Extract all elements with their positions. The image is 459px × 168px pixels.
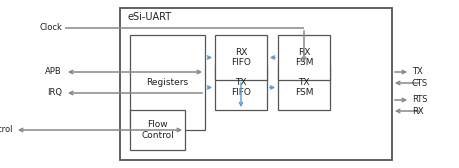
- Text: IRQ: IRQ: [47, 89, 62, 97]
- Bar: [214, 35, 266, 80]
- Bar: [214, 65, 266, 110]
- Text: RX
FIFO: RX FIFO: [230, 48, 251, 67]
- Bar: [277, 35, 329, 80]
- Text: eSi-UART: eSi-UART: [127, 12, 171, 22]
- Text: RX
FSM: RX FSM: [294, 48, 313, 67]
- Text: RTS: RTS: [411, 95, 426, 104]
- Text: CTS: CTS: [411, 78, 427, 88]
- Text: RX: RX: [411, 107, 423, 116]
- Text: Clock: Clock: [39, 24, 62, 32]
- Bar: [277, 65, 329, 110]
- Text: APB: APB: [45, 68, 62, 76]
- Bar: [130, 35, 205, 130]
- Text: TX: TX: [411, 68, 422, 76]
- Text: TX
FSM: TX FSM: [294, 78, 313, 97]
- Text: DMA Flow Control: DMA Flow Control: [0, 125, 12, 135]
- Bar: [120, 8, 391, 160]
- Text: Registers: Registers: [146, 78, 188, 87]
- Text: Flow
Control: Flow Control: [141, 120, 174, 140]
- Bar: [130, 110, 185, 150]
- Text: TX
FIFO: TX FIFO: [230, 78, 251, 97]
